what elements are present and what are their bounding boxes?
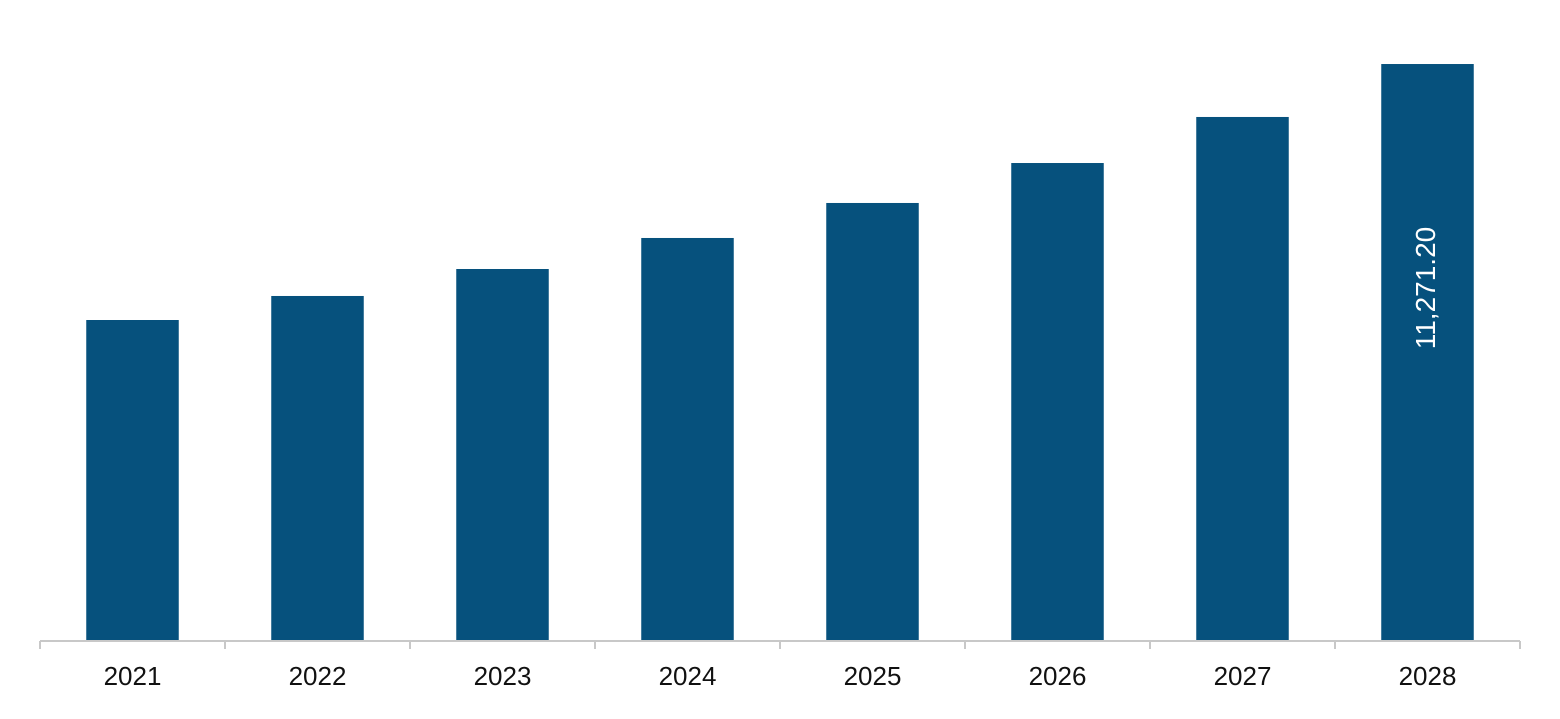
x-tick-label: 2021 <box>104 661 162 691</box>
value-label: 11,271.20 <box>1410 227 1441 350</box>
bar <box>641 237 734 640</box>
x-tick-label: 2025 <box>844 661 902 691</box>
x-tick-label: 2023 <box>474 661 532 691</box>
x-tick-label: 2024 <box>659 661 717 691</box>
bar <box>826 202 919 640</box>
x-tick-label: 2026 <box>1029 661 1087 691</box>
bar <box>1196 116 1289 640</box>
x-tick-label: 2027 <box>1214 661 1272 691</box>
bar <box>456 269 549 640</box>
bar <box>1011 163 1104 640</box>
bar <box>86 320 179 640</box>
bar <box>1381 64 1474 640</box>
bar <box>271 295 364 640</box>
x-tick-label: 2028 <box>1399 661 1457 691</box>
x-tick-label: 2022 <box>289 661 347 691</box>
